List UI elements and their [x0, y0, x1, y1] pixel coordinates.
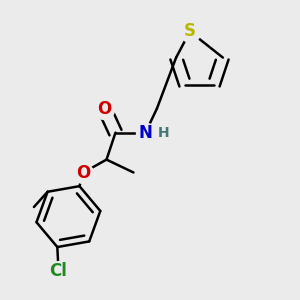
Text: Cl: Cl [50, 262, 68, 280]
Text: O: O [97, 100, 112, 118]
Text: N: N [139, 124, 152, 142]
Text: H: H [158, 126, 169, 140]
Text: O: O [76, 164, 91, 181]
Text: S: S [184, 22, 196, 40]
